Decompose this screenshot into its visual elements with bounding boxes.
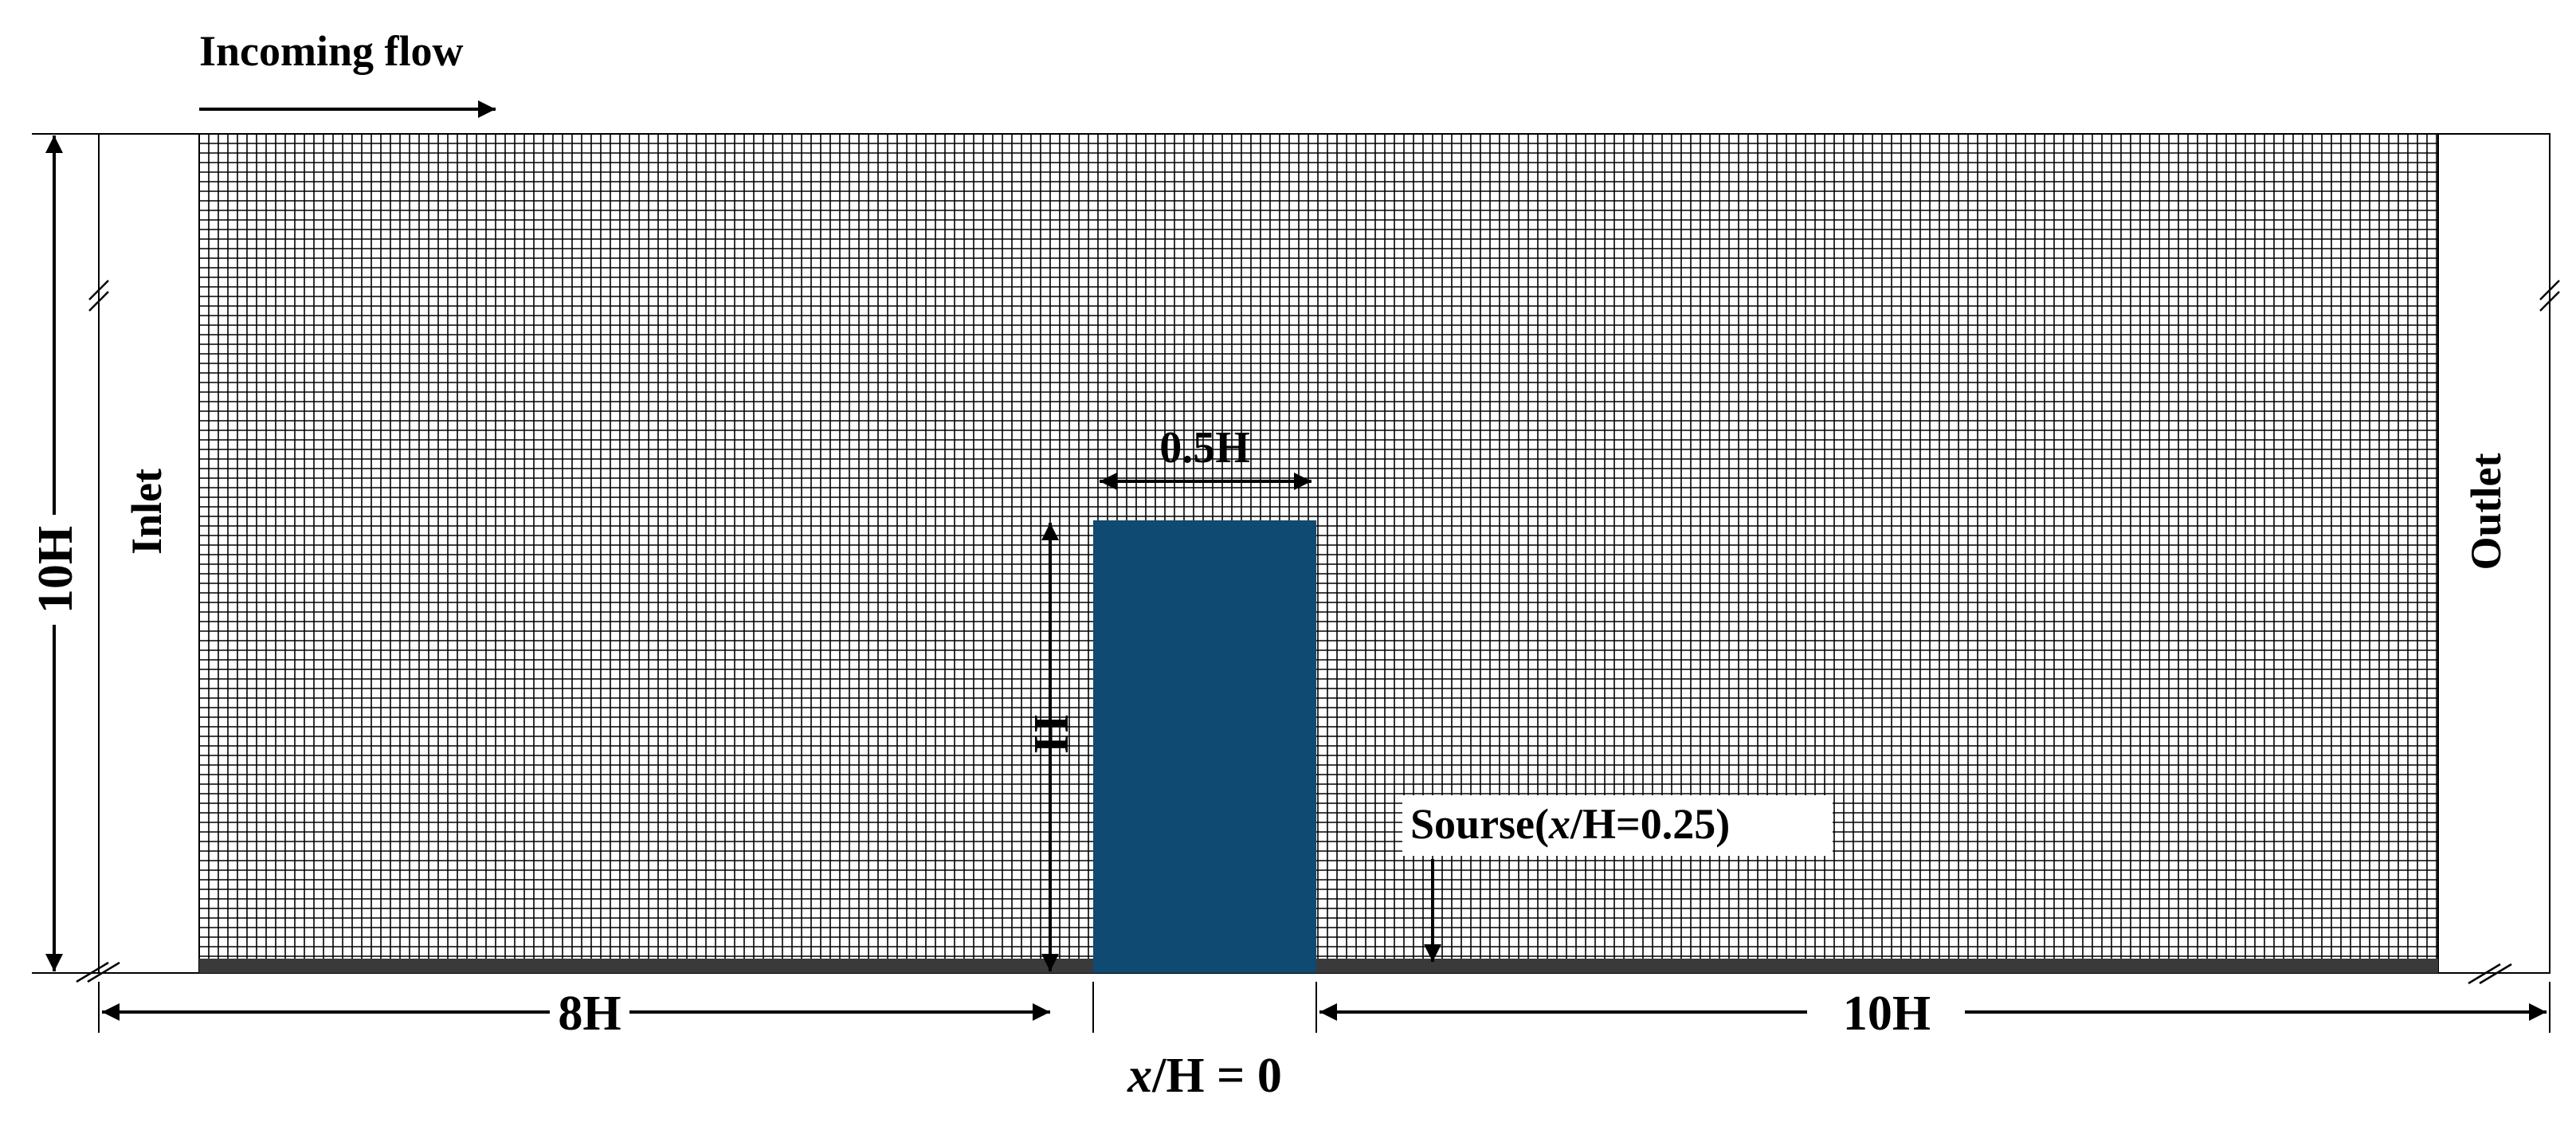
ground-refinement-band xyxy=(199,959,2438,973)
source-label-background xyxy=(1402,795,1833,856)
outlet-label: Outlet xyxy=(2462,453,2510,571)
building-height-label: H xyxy=(1025,715,1079,753)
downstream-length-label: 10H xyxy=(1843,987,1931,1041)
building-block xyxy=(1093,520,1316,973)
upstream-length-label: 8H xyxy=(558,987,621,1041)
height-10h-label: 10H xyxy=(29,526,83,614)
building-width-label: 0.5H xyxy=(1159,423,1250,473)
incoming-flow-label: Incoming flow xyxy=(199,27,464,75)
mesh-grid xyxy=(198,133,2439,974)
break-marks xyxy=(76,280,2560,985)
inlet-label: Inlet xyxy=(123,469,171,555)
origin-label: x/H = 0 xyxy=(1127,1049,1282,1103)
source-label: Sourse(x/H=0.25) xyxy=(1410,800,1730,848)
